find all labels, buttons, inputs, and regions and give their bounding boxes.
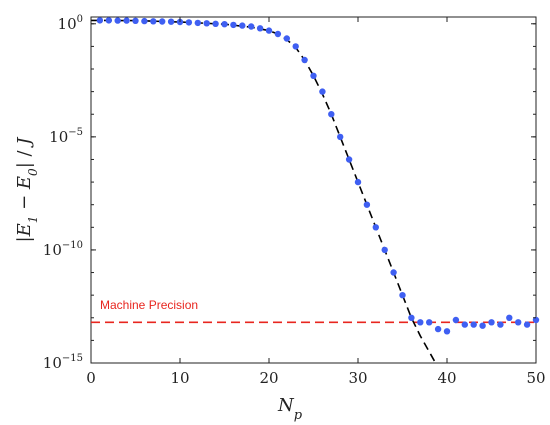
data-point [408, 314, 415, 321]
data-point [354, 178, 362, 186]
data-point [523, 321, 531, 328]
data-point [488, 319, 495, 326]
data-point [372, 224, 379, 231]
data-point [399, 292, 406, 299]
data-point [443, 328, 451, 335]
x-tick-label: 40 [437, 369, 456, 387]
plot-frame [90, 16, 537, 364]
y-axis-label: |E1 − E0| / J [14, 136, 40, 243]
x-tick-label: 10 [170, 369, 189, 387]
data-point [506, 314, 513, 321]
data-point [363, 201, 371, 208]
x-tick-label: 20 [259, 369, 278, 387]
fit-layer [91, 19, 437, 363]
y-tick-label: 100 [58, 14, 83, 33]
data-point [470, 321, 477, 328]
points-layer [96, 17, 540, 335]
data-point [105, 17, 113, 24]
data-point [150, 18, 157, 25]
data-point [310, 72, 317, 80]
data-point [461, 321, 468, 328]
data-point [114, 17, 121, 24]
data-point [239, 22, 246, 29]
data-point [319, 88, 326, 95]
machine-precision-label: Machine Precision [100, 298, 198, 312]
y-tick-label: 10−10 [43, 240, 83, 259]
data-point [479, 322, 486, 329]
data-point [337, 133, 344, 141]
data-point [274, 30, 282, 38]
x-tick-label: 50 [526, 369, 545, 387]
data-point [185, 19, 193, 26]
data-point [265, 27, 273, 34]
ticks-layer: 0 10 20 30 40 50 100 10−5 10−10 10−15 [43, 14, 546, 387]
data-point [532, 316, 540, 324]
data-point [381, 246, 388, 254]
data-point [167, 18, 175, 25]
data-point [417, 319, 424, 326]
data-point [248, 23, 255, 30]
data-point [203, 20, 210, 27]
data-point [328, 111, 335, 118]
data-point [434, 325, 442, 333]
data-point [212, 20, 219, 27]
data-point [159, 18, 166, 25]
data-point [132, 17, 139, 24]
y-tick-label: 10−15 [43, 353, 83, 372]
data-point [230, 21, 237, 29]
fit-curve [91, 19, 437, 363]
data-point [345, 156, 353, 163]
data-point [426, 319, 433, 326]
data-point [194, 19, 201, 27]
data-point [123, 17, 130, 24]
data-point [141, 17, 148, 25]
data-point [390, 269, 397, 276]
data-point [292, 43, 299, 50]
data-point [497, 321, 504, 328]
data-point [256, 25, 264, 32]
x-axis-label: Np [277, 395, 303, 423]
data-point [452, 316, 460, 324]
data-point [96, 17, 104, 24]
x-tick-label: 0 [86, 369, 96, 387]
data-point [301, 56, 308, 64]
y-tick-label: 10−5 [49, 127, 83, 146]
x-tick-label: 30 [348, 369, 367, 387]
data-point [515, 319, 522, 326]
data-point [221, 21, 228, 28]
data-point [283, 35, 290, 42]
